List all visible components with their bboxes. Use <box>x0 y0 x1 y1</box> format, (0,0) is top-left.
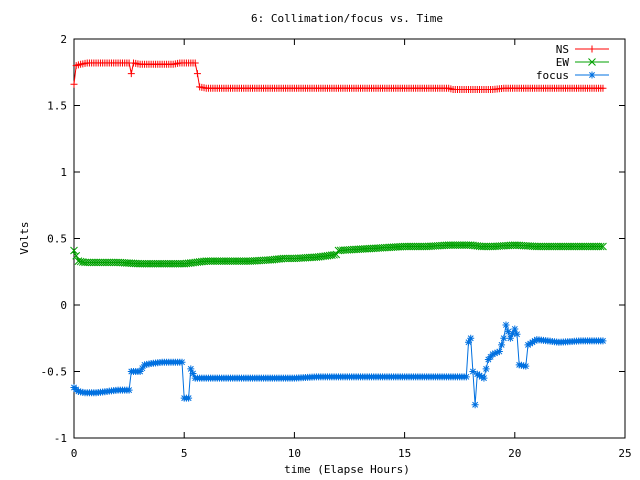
series-layer <box>70 59 607 409</box>
y-tick-label: -1 <box>54 432 67 445</box>
chart-title: 6: Collimation/focus vs. Time <box>251 12 443 25</box>
x-tick-label: 20 <box>508 447 521 460</box>
data-point <box>588 71 596 79</box>
data-point <box>502 321 510 329</box>
data-point <box>138 364 146 372</box>
data-point <box>185 394 193 402</box>
data-point <box>596 242 605 251</box>
data-point <box>513 330 521 338</box>
y-tick-label: 1 <box>60 166 67 179</box>
x-tick-label: 15 <box>398 447 411 460</box>
data-point <box>467 334 475 342</box>
legend-label: NS <box>556 43 569 56</box>
data-point <box>491 349 499 357</box>
legend-label: EW <box>556 56 570 69</box>
data-point <box>509 330 517 338</box>
data-point <box>478 373 486 381</box>
data-point <box>531 337 539 345</box>
data-point <box>125 386 133 394</box>
x-tick-label: 25 <box>618 447 631 460</box>
axis-ticks: 0 5 10 15 20 25 -1 -0.5 0 0.5 1 1.5 2 <box>41 33 632 460</box>
legend-label: focus <box>536 69 569 82</box>
y-tick-label: 0 <box>60 299 67 312</box>
data-point <box>465 338 473 346</box>
data-point <box>70 80 78 88</box>
data-point <box>599 84 607 92</box>
y-tick-label: 2 <box>60 33 67 46</box>
series-ns <box>70 59 607 94</box>
data-point <box>526 340 534 348</box>
data-point <box>473 370 481 378</box>
data-point <box>480 374 488 382</box>
data-point <box>178 358 186 366</box>
data-point <box>588 58 596 66</box>
data-point <box>522 362 530 370</box>
data-point <box>469 368 477 375</box>
data-point <box>471 401 479 409</box>
x-tick-label: 10 <box>288 447 301 460</box>
data-point <box>482 365 490 373</box>
data-point <box>599 337 607 345</box>
data-point <box>476 371 484 379</box>
x-tick-label: 0 <box>71 447 78 460</box>
series-focus <box>70 321 607 409</box>
data-point <box>193 70 201 78</box>
data-point <box>462 373 470 381</box>
data-point <box>70 246 78 255</box>
data-point <box>504 328 512 336</box>
data-point <box>506 334 514 342</box>
y-axis-label: Volts <box>18 221 31 254</box>
data-point <box>493 348 501 356</box>
data-point <box>599 242 607 251</box>
data-point <box>495 348 503 356</box>
data-point <box>191 59 199 67</box>
data-point <box>127 70 135 78</box>
data-point <box>528 338 536 346</box>
data-point <box>489 350 497 358</box>
x-axis-label: time (Elapse Hours) <box>284 463 410 476</box>
y-tick-label: 1.5 <box>47 100 67 113</box>
data-point <box>588 45 596 53</box>
data-point <box>136 368 144 375</box>
data-point <box>511 325 519 333</box>
data-point <box>72 251 81 260</box>
data-point <box>187 365 195 373</box>
y-tick-label: 0.5 <box>47 233 67 246</box>
data-point <box>524 341 532 349</box>
x-tick-label: 5 <box>181 447 188 460</box>
y-tick-label: -0.5 <box>41 366 68 379</box>
data-point <box>189 369 197 377</box>
data-point <box>498 341 506 349</box>
series-ew <box>70 241 607 268</box>
data-point <box>500 334 508 342</box>
